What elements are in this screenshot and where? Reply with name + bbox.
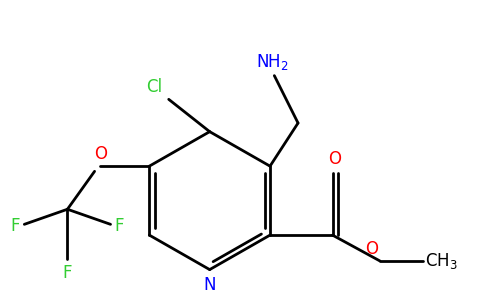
Text: O: O [94, 145, 107, 163]
Text: N: N [203, 276, 216, 294]
Text: NH$_2$: NH$_2$ [256, 52, 288, 72]
Text: F: F [11, 218, 20, 236]
Text: CH$_3$: CH$_3$ [425, 251, 458, 271]
Text: F: F [115, 218, 124, 236]
Text: F: F [63, 264, 72, 282]
Text: Cl: Cl [146, 78, 162, 96]
Text: O: O [365, 239, 378, 257]
Text: O: O [328, 150, 341, 168]
